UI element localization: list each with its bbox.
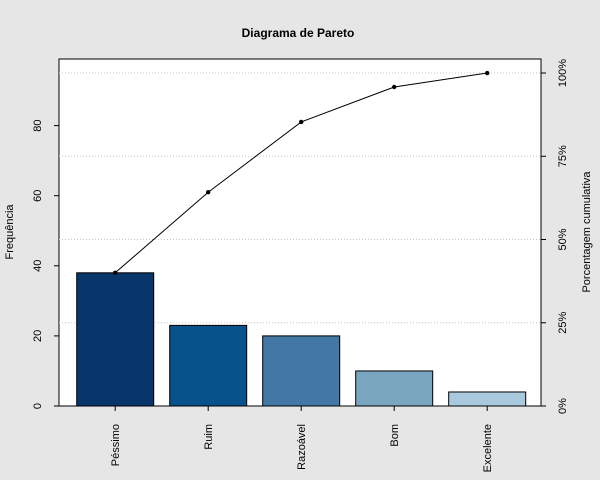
- y2-tick-label: 25%: [557, 312, 569, 334]
- bar: [262, 335, 341, 407]
- bar: [76, 272, 155, 407]
- bar: [169, 324, 248, 407]
- y-tick-label: 80: [32, 119, 44, 131]
- y2-tick-label: 100%: [557, 59, 569, 87]
- y-axis-left: 0 20 40 60 80: [32, 119, 59, 409]
- x-tick-label: Razoável: [296, 424, 308, 470]
- y2-tick-label: 0%: [557, 398, 569, 414]
- x-tick-label: Ruim: [203, 424, 215, 450]
- cumulative-point: [392, 84, 397, 90]
- y-tick-label: 60: [32, 190, 44, 202]
- chart-title: Diagrama de Pareto: [242, 26, 355, 40]
- x-tick-label: Bom: [389, 424, 401, 447]
- y-axis-right: 0% 25% 50% 75% 100%: [541, 59, 569, 414]
- bar: [355, 370, 434, 407]
- x-tick-label: Péssimo: [110, 424, 122, 466]
- grid-lines: [59, 72, 541, 324]
- cumulative-point: [113, 270, 118, 276]
- cumulative-point: [299, 119, 304, 125]
- x-axis: Péssimo Ruim Razoável Bom Excelente: [110, 406, 494, 472]
- y-tick-label: 20: [32, 330, 44, 342]
- y-tick-label: 0: [32, 403, 44, 409]
- bar: [448, 391, 527, 407]
- x-tick-label: Excelente: [482, 424, 494, 472]
- y-axis-title: Frequência: [4, 204, 16, 260]
- y2-tick-label: 50%: [557, 228, 569, 250]
- y2-tick-label: 75%: [557, 145, 569, 167]
- cumulative-line: [113, 70, 490, 276]
- cumulative-point: [206, 190, 211, 195]
- y-tick-label: 40: [32, 260, 44, 272]
- y2-axis-title: Porcentagem cumulativa: [581, 171, 593, 293]
- cumulative-point: [485, 70, 490, 76]
